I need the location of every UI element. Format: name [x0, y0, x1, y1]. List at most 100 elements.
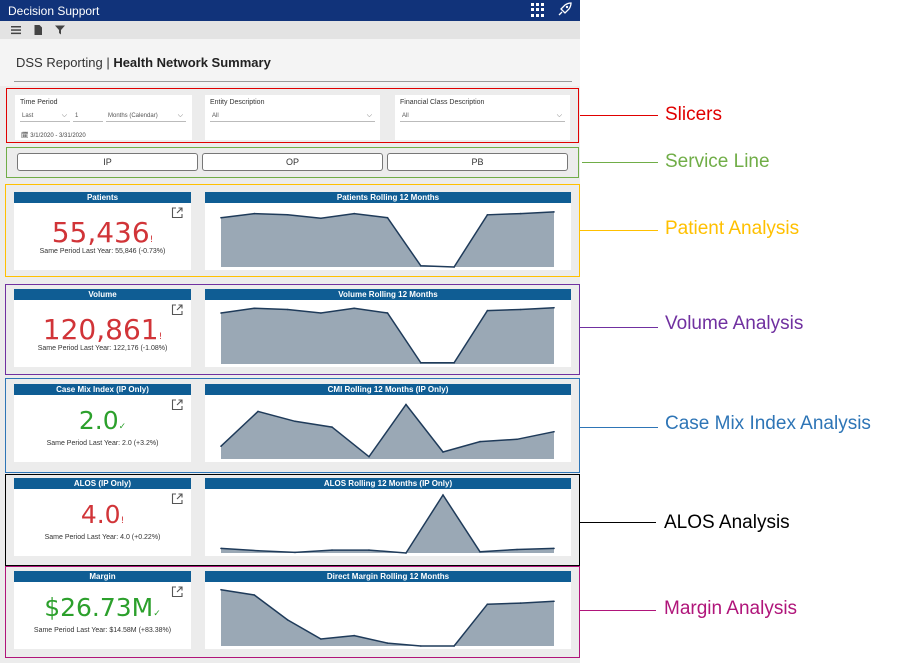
- data-point: [519, 212, 522, 215]
- period-mode-dropdown[interactable]: Last ⌵: [20, 110, 70, 122]
- kpi-value: 4.0!: [80, 500, 125, 529]
- menu-icon[interactable]: [10, 24, 22, 36]
- data-point: [442, 451, 444, 453]
- series-area: [221, 211, 554, 267]
- chevron-down-icon: ⌵: [366, 112, 372, 119]
- page-icon[interactable]: [32, 24, 44, 36]
- entity-dropdown[interactable]: All ⌵: [210, 110, 375, 122]
- rolling-chart[interactable]: CMI Rolling 12 Months (IP Only): [205, 384, 571, 462]
- data-point: [516, 438, 518, 441]
- alos-section-outline: [5, 474, 580, 566]
- area-chart: [220, 306, 555, 364]
- kpi-title: Margin: [14, 571, 191, 582]
- chevron-down-icon: ⌵: [177, 112, 183, 119]
- rolling-chart[interactable]: Volume Rolling 12 Months: [205, 289, 571, 367]
- rolling-chart[interactable]: Patients Rolling 12 Months: [205, 192, 571, 270]
- data-point: [353, 307, 355, 310]
- data-point: [294, 420, 296, 423]
- service-line-op-button[interactable]: OP: [202, 153, 383, 171]
- expand-icon[interactable]: [170, 206, 184, 220]
- entity-slicer[interactable]: Entity Description All ⌵: [205, 95, 380, 140]
- data-point: [257, 549, 259, 552]
- annotation-label: Slicers: [665, 104, 723, 125]
- kpi-comparison: Same Period Last Year: 55,846 (-0.73%): [39, 248, 166, 255]
- area-chart: [220, 588, 555, 647]
- data-point: [220, 216, 222, 219]
- rolling-chart[interactable]: Direct Margin Rolling 12 Months: [205, 571, 571, 649]
- data-point: [286, 619, 289, 621]
- series-line: [220, 493, 555, 554]
- data-point: [420, 645, 422, 647]
- page-header: DSS Reporting | Health Network Summary: [0, 39, 580, 86]
- data-point: [253, 307, 256, 310]
- expand-icon[interactable]: [170, 585, 184, 599]
- data-point: [368, 549, 370, 551]
- app-launcher-icon[interactable]: [531, 3, 545, 17]
- kpi-value: 120,861!: [42, 313, 163, 346]
- kpi-title: Patients: [14, 192, 191, 203]
- data-point: [331, 549, 333, 551]
- kpi-comparison: Same Period Last Year: 2.0 (+3.2%): [46, 440, 159, 447]
- financial-class-slicer[interactable]: Financial Class Description All ⌵: [395, 95, 570, 140]
- data-point: [294, 551, 296, 554]
- kpi-title: ALOS (IP Only): [14, 478, 191, 489]
- annotation-label: ALOS Analysis: [664, 512, 790, 533]
- data-point: [286, 214, 289, 216]
- data-point: [386, 642, 389, 644]
- expand-icon[interactable]: [170, 303, 184, 317]
- filter-icon[interactable]: [54, 24, 66, 36]
- kpi-card: Case Mix Index (IP Only) 2.0✓ Same Perio…: [14, 384, 191, 462]
- data-point: [442, 494, 444, 496]
- report-canvas: Decision Support DSS Reporting | Health …: [0, 0, 580, 663]
- series-line: [220, 403, 555, 458]
- annotation-leader-line: [580, 115, 658, 116]
- kpi-status-icon: !: [149, 235, 154, 245]
- annotation-leader-line: [580, 610, 656, 611]
- data-point: [486, 603, 489, 605]
- annotation-leader-line: [580, 327, 658, 328]
- slicer-label: Financial Class Description: [400, 99, 485, 106]
- rolling-chart[interactable]: ALOS Rolling 12 Months (IP Only): [205, 478, 571, 556]
- kpi-status-icon: !: [158, 332, 163, 342]
- expand-icon[interactable]: [170, 398, 184, 412]
- data-point: [286, 308, 289, 311]
- data-point: [368, 455, 370, 458]
- kpi-value: 55,436!: [51, 216, 154, 249]
- chevron-down-icon: ⌵: [556, 112, 562, 119]
- annotation-leader-line: [580, 230, 658, 231]
- service-line-ip-button[interactable]: IP: [17, 153, 198, 171]
- data-point: [553, 600, 555, 603]
- annotation-leader-line: [582, 162, 658, 163]
- service-line-pb-button[interactable]: PB: [387, 153, 568, 171]
- data-point: [320, 217, 322, 220]
- period-unit-dropdown[interactable]: Months (Calendar) ⌵: [106, 110, 186, 122]
- annotation-leader-line: [580, 522, 656, 523]
- data-point: [220, 445, 222, 447]
- rocket-icon[interactable]: [556, 2, 572, 18]
- slicer-label: Time Period: [20, 99, 58, 106]
- kpi-comparison: Same Period Last Year: 4.0 (+0.22%): [44, 534, 161, 541]
- cmi-section-outline: [5, 378, 580, 473]
- chart-title: Direct Margin Rolling 12 Months: [205, 571, 571, 582]
- margin-section-outline: [5, 566, 580, 658]
- series-area: [221, 589, 554, 646]
- time-period-slicer[interactable]: Time Period Last ⌵ 1 Months (Calendar) ⌵ 🗓…: [15, 95, 192, 140]
- kpi-card: Volume 120,861! Same Period Last Year: 1…: [14, 289, 191, 367]
- kpi-status-icon: ✓: [118, 422, 127, 432]
- series-area: [221, 307, 554, 364]
- header-divider: [14, 81, 572, 82]
- chart-title: Volume Rolling 12 Months: [205, 289, 571, 300]
- data-point: [553, 430, 555, 433]
- kpi-value: 2.0✓: [78, 406, 127, 435]
- annotation-label: Case Mix Index Analysis: [665, 413, 871, 434]
- expand-icon[interactable]: [170, 492, 184, 506]
- chart-title: CMI Rolling 12 Months (IP Only): [205, 384, 571, 395]
- data-point: [320, 638, 322, 640]
- period-count-input[interactable]: 1: [73, 110, 103, 122]
- slicer-label: Entity Description: [210, 99, 265, 106]
- financial-class-dropdown[interactable]: All ⌵: [400, 110, 565, 122]
- data-point: [519, 602, 522, 604]
- kpi-comparison: Same Period Last Year: $14.58M (+83.38%): [33, 627, 172, 634]
- annotation-label: Patient Analysis: [665, 218, 800, 239]
- annotation-label: Service Line: [665, 151, 770, 172]
